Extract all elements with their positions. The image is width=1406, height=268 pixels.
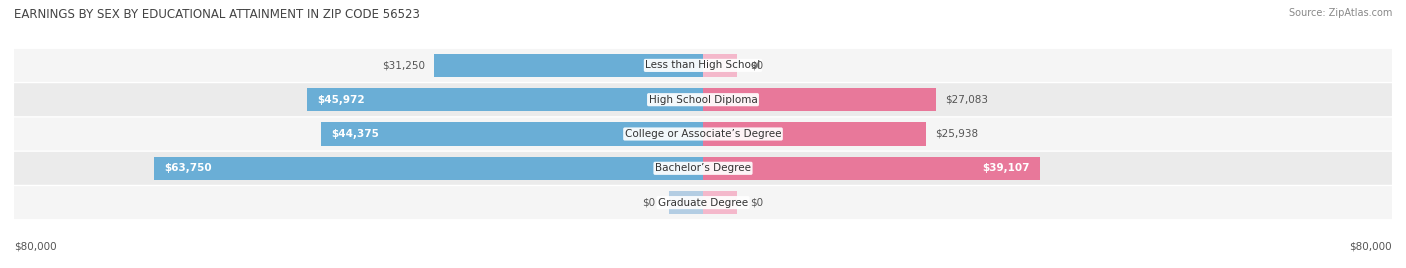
FancyBboxPatch shape [14, 118, 1392, 150]
Text: Less than High School: Less than High School [645, 60, 761, 70]
Text: $0: $0 [751, 60, 763, 70]
Text: $45,972: $45,972 [318, 95, 366, 105]
FancyBboxPatch shape [14, 49, 1392, 82]
Text: Bachelor’s Degree: Bachelor’s Degree [655, 163, 751, 173]
Text: $39,107: $39,107 [981, 163, 1029, 173]
Bar [703, 191, 738, 214]
Text: $31,250: $31,250 [382, 60, 425, 70]
Text: $0: $0 [751, 198, 763, 208]
FancyBboxPatch shape [14, 152, 1392, 185]
Text: High School Diploma: High School Diploma [648, 95, 758, 105]
Bar [703, 88, 936, 111]
Bar [703, 157, 1040, 180]
Text: $80,000: $80,000 [14, 242, 56, 252]
Text: Graduate Degree: Graduate Degree [658, 198, 748, 208]
Text: Source: ZipAtlas.com: Source: ZipAtlas.com [1288, 8, 1392, 18]
Text: EARNINGS BY SEX BY EDUCATIONAL ATTAINMENT IN ZIP CODE 56523: EARNINGS BY SEX BY EDUCATIONAL ATTAINMEN… [14, 8, 420, 21]
Text: College or Associate’s Degree: College or Associate’s Degree [624, 129, 782, 139]
FancyBboxPatch shape [14, 186, 1392, 219]
Text: $80,000: $80,000 [1350, 242, 1392, 252]
Text: $44,375: $44,375 [332, 129, 380, 139]
Text: $63,750: $63,750 [165, 163, 212, 173]
Text: $27,083: $27,083 [945, 95, 988, 105]
Text: $0: $0 [643, 198, 655, 208]
Bar [307, 88, 703, 111]
Bar [703, 122, 927, 146]
Bar [155, 157, 703, 180]
Bar [434, 54, 703, 77]
Bar [703, 54, 738, 77]
Bar [669, 191, 703, 214]
Text: $25,938: $25,938 [935, 129, 979, 139]
Bar [321, 122, 703, 146]
FancyBboxPatch shape [14, 83, 1392, 116]
